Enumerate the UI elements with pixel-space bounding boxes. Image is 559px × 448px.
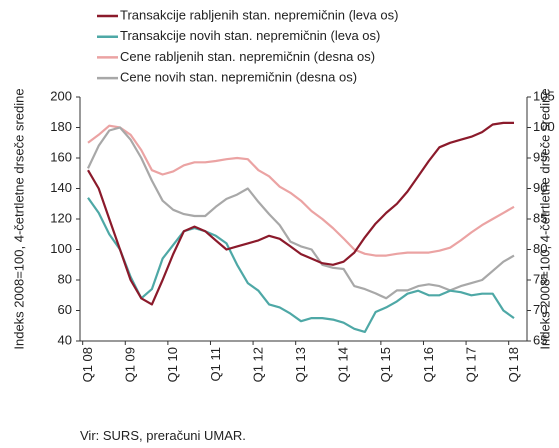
y2-tick-label: 70	[533, 302, 547, 317]
y-tick-label: 100	[50, 241, 72, 256]
legend-label: Transakcije rabljenih stan. nepremičnin …	[120, 7, 398, 22]
y2-tick-label: 80	[533, 241, 547, 256]
x-tick-label: Q1 10	[165, 347, 180, 382]
y-tick-label: 120	[50, 210, 72, 225]
y-tick-label: 80	[58, 271, 72, 286]
x-tick-label: Q1 12	[250, 347, 265, 382]
x-tick-label: Q1 15	[378, 347, 393, 382]
x-tick-label: Q1 08	[80, 347, 95, 382]
x-tick-label: Q1 13	[293, 347, 308, 382]
y-axis-label: Indeks 2008=100, 4-četrtletne drseče sre…	[11, 88, 26, 349]
y-tick-label: 40	[58, 332, 72, 347]
line-series	[87, 126, 515, 300]
y2-tick-label: 65	[533, 332, 547, 347]
y2-tick-label: 85	[533, 210, 547, 225]
legend-label: Cene rabljenih stan. nepremičnin (desna …	[120, 49, 375, 64]
y2-tick-label: 90	[533, 180, 547, 195]
y2-tick-label: 95	[533, 149, 547, 164]
y2-tick-label: 100	[533, 119, 555, 134]
x-tick-label: Q1 18	[506, 347, 521, 382]
y-tick-label: 200	[50, 88, 72, 103]
source: Vir: SURS, preračuni UMAR.	[80, 428, 246, 443]
y2-tick-label: 75	[533, 271, 547, 286]
y-tick-label: 160	[50, 149, 72, 164]
y-tick-label: 60	[58, 302, 72, 317]
y-tick-label: 140	[50, 180, 72, 195]
y-tick-label: 180	[50, 119, 72, 134]
x-tick-label: Q1 09	[123, 347, 138, 382]
line-series	[87, 121, 514, 306]
x-tick-label: Q1 11	[208, 347, 223, 381]
x-tick-label: Q1 14	[336, 347, 351, 382]
legend-label: Transakcije novih stan. nepremičnin (lev…	[120, 28, 380, 43]
legend-label: Cene novih stan. nepremičnin (desna os)	[120, 70, 357, 85]
y2-tick-label: 105	[533, 88, 555, 103]
x-tick-label: Q1 17	[463, 347, 478, 382]
y2-axis-label: Indeks 2008=100, 4-četrtletne drseče sre…	[537, 88, 552, 349]
x-tick-label: Q1 16	[421, 347, 436, 382]
line-series	[87, 197, 515, 333]
line-series	[87, 124, 515, 257]
